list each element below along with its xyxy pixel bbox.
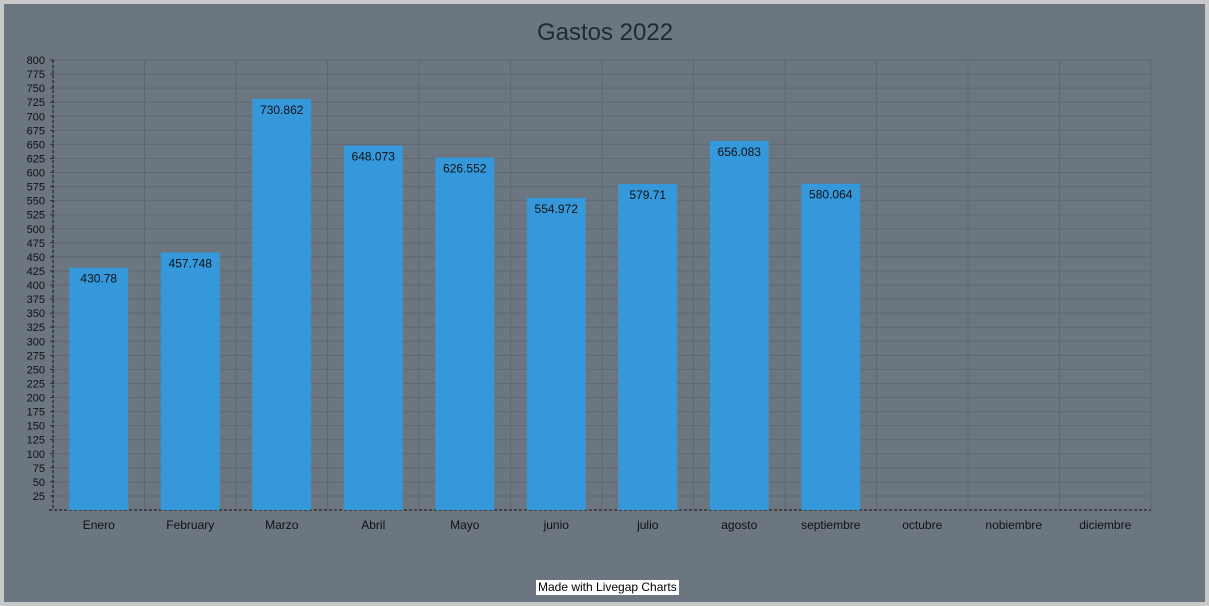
bar <box>709 140 769 510</box>
y-tick-label: 575 <box>27 182 45 194</box>
x-tick-label: agosto <box>721 518 757 532</box>
bar-value-label: 648.073 <box>352 149 396 163</box>
x-tick-label: octubre <box>902 518 942 532</box>
chart-title: Gastos 2022 <box>537 19 673 46</box>
y-tick-label: 475 <box>27 238 45 250</box>
y-tick-label: 150 <box>27 421 45 433</box>
y-tick-label: 625 <box>27 153 45 165</box>
bar-value-label: 579.71 <box>629 188 666 202</box>
y-tick-label: 500 <box>27 224 45 236</box>
y-tick-label: 425 <box>27 266 45 278</box>
bar <box>160 252 220 510</box>
y-tick-label: 750 <box>27 83 45 95</box>
y-tick-label: 300 <box>27 336 45 348</box>
y-tick-label: 675 <box>27 125 45 137</box>
bar <box>618 183 678 510</box>
x-tick-label: Abril <box>361 518 385 532</box>
y-tick-label: 200 <box>27 393 45 405</box>
y-tick-label: 375 <box>27 294 45 306</box>
bar <box>252 98 312 510</box>
x-tick-label: nobiembre <box>985 518 1042 532</box>
y-tick-label: 275 <box>27 350 45 362</box>
bar-value-label: 656.083 <box>718 145 762 159</box>
y-tick-label: 75 <box>33 463 45 475</box>
y-tick-label: 125 <box>27 435 45 447</box>
x-tick-label: julio <box>636 518 659 532</box>
y-tick-label: 775 <box>27 69 45 81</box>
x-tick-label: diciembre <box>1079 518 1131 532</box>
y-tick-label: 600 <box>27 168 45 180</box>
x-tick-label: Mayo <box>450 518 480 532</box>
grid <box>52 59 1152 510</box>
bar-value-label: 626.552 <box>443 162 487 176</box>
y-axis: 25 50 75 100 125 150 175 200 225 250 275 300 325 350 3… <box>27 55 54 510</box>
bar-value-labels: 430.78 457.748 730.862 648.073 626.552 554.97… <box>80 103 852 286</box>
x-axis: Enero February Marzo Abril Mayo junio julio ago… <box>49 509 1151 532</box>
bar-value-label: 430.78 <box>80 272 117 286</box>
x-tick-label: junio <box>543 518 570 532</box>
x-tick-label: Marzo <box>265 518 299 532</box>
y-tick-label: 50 <box>33 477 45 489</box>
bar <box>435 157 495 510</box>
y-tick-label: 450 <box>27 252 45 264</box>
y-tick-label: 100 <box>27 449 45 461</box>
y-tick-label: 225 <box>27 378 45 390</box>
bar-chart: Gastos 2022 2550751001251501752002252502… <box>27 19 1152 532</box>
y-tick-label: 700 <box>27 111 45 123</box>
bar <box>801 183 861 511</box>
y-tick-label: 400 <box>27 280 45 292</box>
y-tick-label: 550 <box>27 196 45 208</box>
bar-value-label: 457.748 <box>169 257 213 271</box>
bar <box>526 197 586 510</box>
x-tick-label: septiembre <box>801 518 861 532</box>
bar <box>343 145 403 511</box>
y-tick-label: 25 <box>33 491 45 503</box>
y-tick-label: 725 <box>27 97 45 109</box>
y-tick-label: 525 <box>27 210 45 222</box>
y-tick-label: 175 <box>27 407 45 419</box>
bar-value-label: 554.972 <box>535 202 579 216</box>
y-tick-label: 250 <box>27 364 45 376</box>
y-tick-label: 800 <box>27 55 45 67</box>
bars <box>69 98 861 511</box>
y-tick-label: 350 <box>27 308 45 320</box>
y-tick-label: 650 <box>27 139 45 151</box>
bar <box>69 267 129 510</box>
bar-value-label: 730.862 <box>260 103 304 117</box>
bar-value-label: 580.064 <box>809 188 853 202</box>
x-tick-label: Enero <box>83 518 115 532</box>
y-tick-label: 325 <box>27 322 45 334</box>
x-tick-label: February <box>166 518 214 532</box>
watermark[interactable]: Made with Livegap Charts <box>536 580 679 595</box>
chart-frame: Gastos 2022 25 50 75 100 125 150 175 200 225 250 2… <box>4 4 1205 602</box>
